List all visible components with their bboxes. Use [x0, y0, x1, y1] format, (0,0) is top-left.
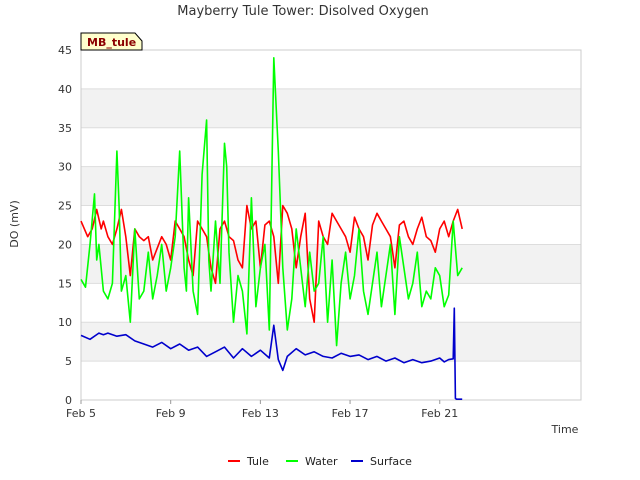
- site-tag: MB_tule: [80, 32, 143, 51]
- y-tick-label: 0: [65, 394, 72, 407]
- band-25: [81, 166, 581, 206]
- x-tick-label: Feb 17: [332, 407, 369, 420]
- x-tick-label: Feb 5: [66, 407, 96, 420]
- y-axis-ticks: 0 5 10 15 20 25 30 35 40 45: [58, 44, 72, 407]
- band-5: [81, 322, 581, 362]
- y-tick-label: 15: [58, 277, 72, 290]
- y-tick-label: 45: [58, 44, 72, 57]
- y-tick-label: 25: [58, 200, 72, 213]
- legend-label-tule: Tule: [246, 455, 269, 468]
- series-line-surface: [80, 307, 463, 401]
- y-tick-label: 10: [58, 316, 72, 329]
- y-axis-title: DO (mV): [8, 200, 21, 247]
- y-tick-label: 40: [58, 83, 72, 96]
- legend-label-surface: Surface: [370, 455, 412, 468]
- y-tick-label: 30: [58, 161, 72, 174]
- site-tag-label: MB_tule: [87, 36, 136, 49]
- plot-frame: [80, 49, 582, 401]
- x-tick-label: Feb 13: [242, 407, 279, 420]
- series-layer: [80, 56, 463, 401]
- series-line-water: [80, 56, 463, 347]
- y-tick-label: 5: [65, 355, 72, 368]
- x-tick-label: Feb 21: [421, 407, 458, 420]
- x-axis-ticks: Feb 5 Feb 9 Feb 13 Feb 17 Feb 21: [66, 400, 458, 420]
- plot-background-bands: [81, 88, 581, 362]
- y-tick-label: 35: [58, 122, 72, 135]
- site-tag-box: [80, 32, 143, 51]
- legend: Tule Water Surface: [228, 455, 412, 468]
- x-axis-title: Time: [551, 423, 579, 436]
- legend-label-water: Water: [305, 455, 338, 468]
- band-35: [81, 88, 581, 128]
- x-tick-label: Feb 9: [156, 407, 186, 420]
- y-tick-label: 20: [58, 238, 72, 251]
- chart-title: Mayberry Tule Tower: Disolved Oxygen: [177, 4, 428, 19]
